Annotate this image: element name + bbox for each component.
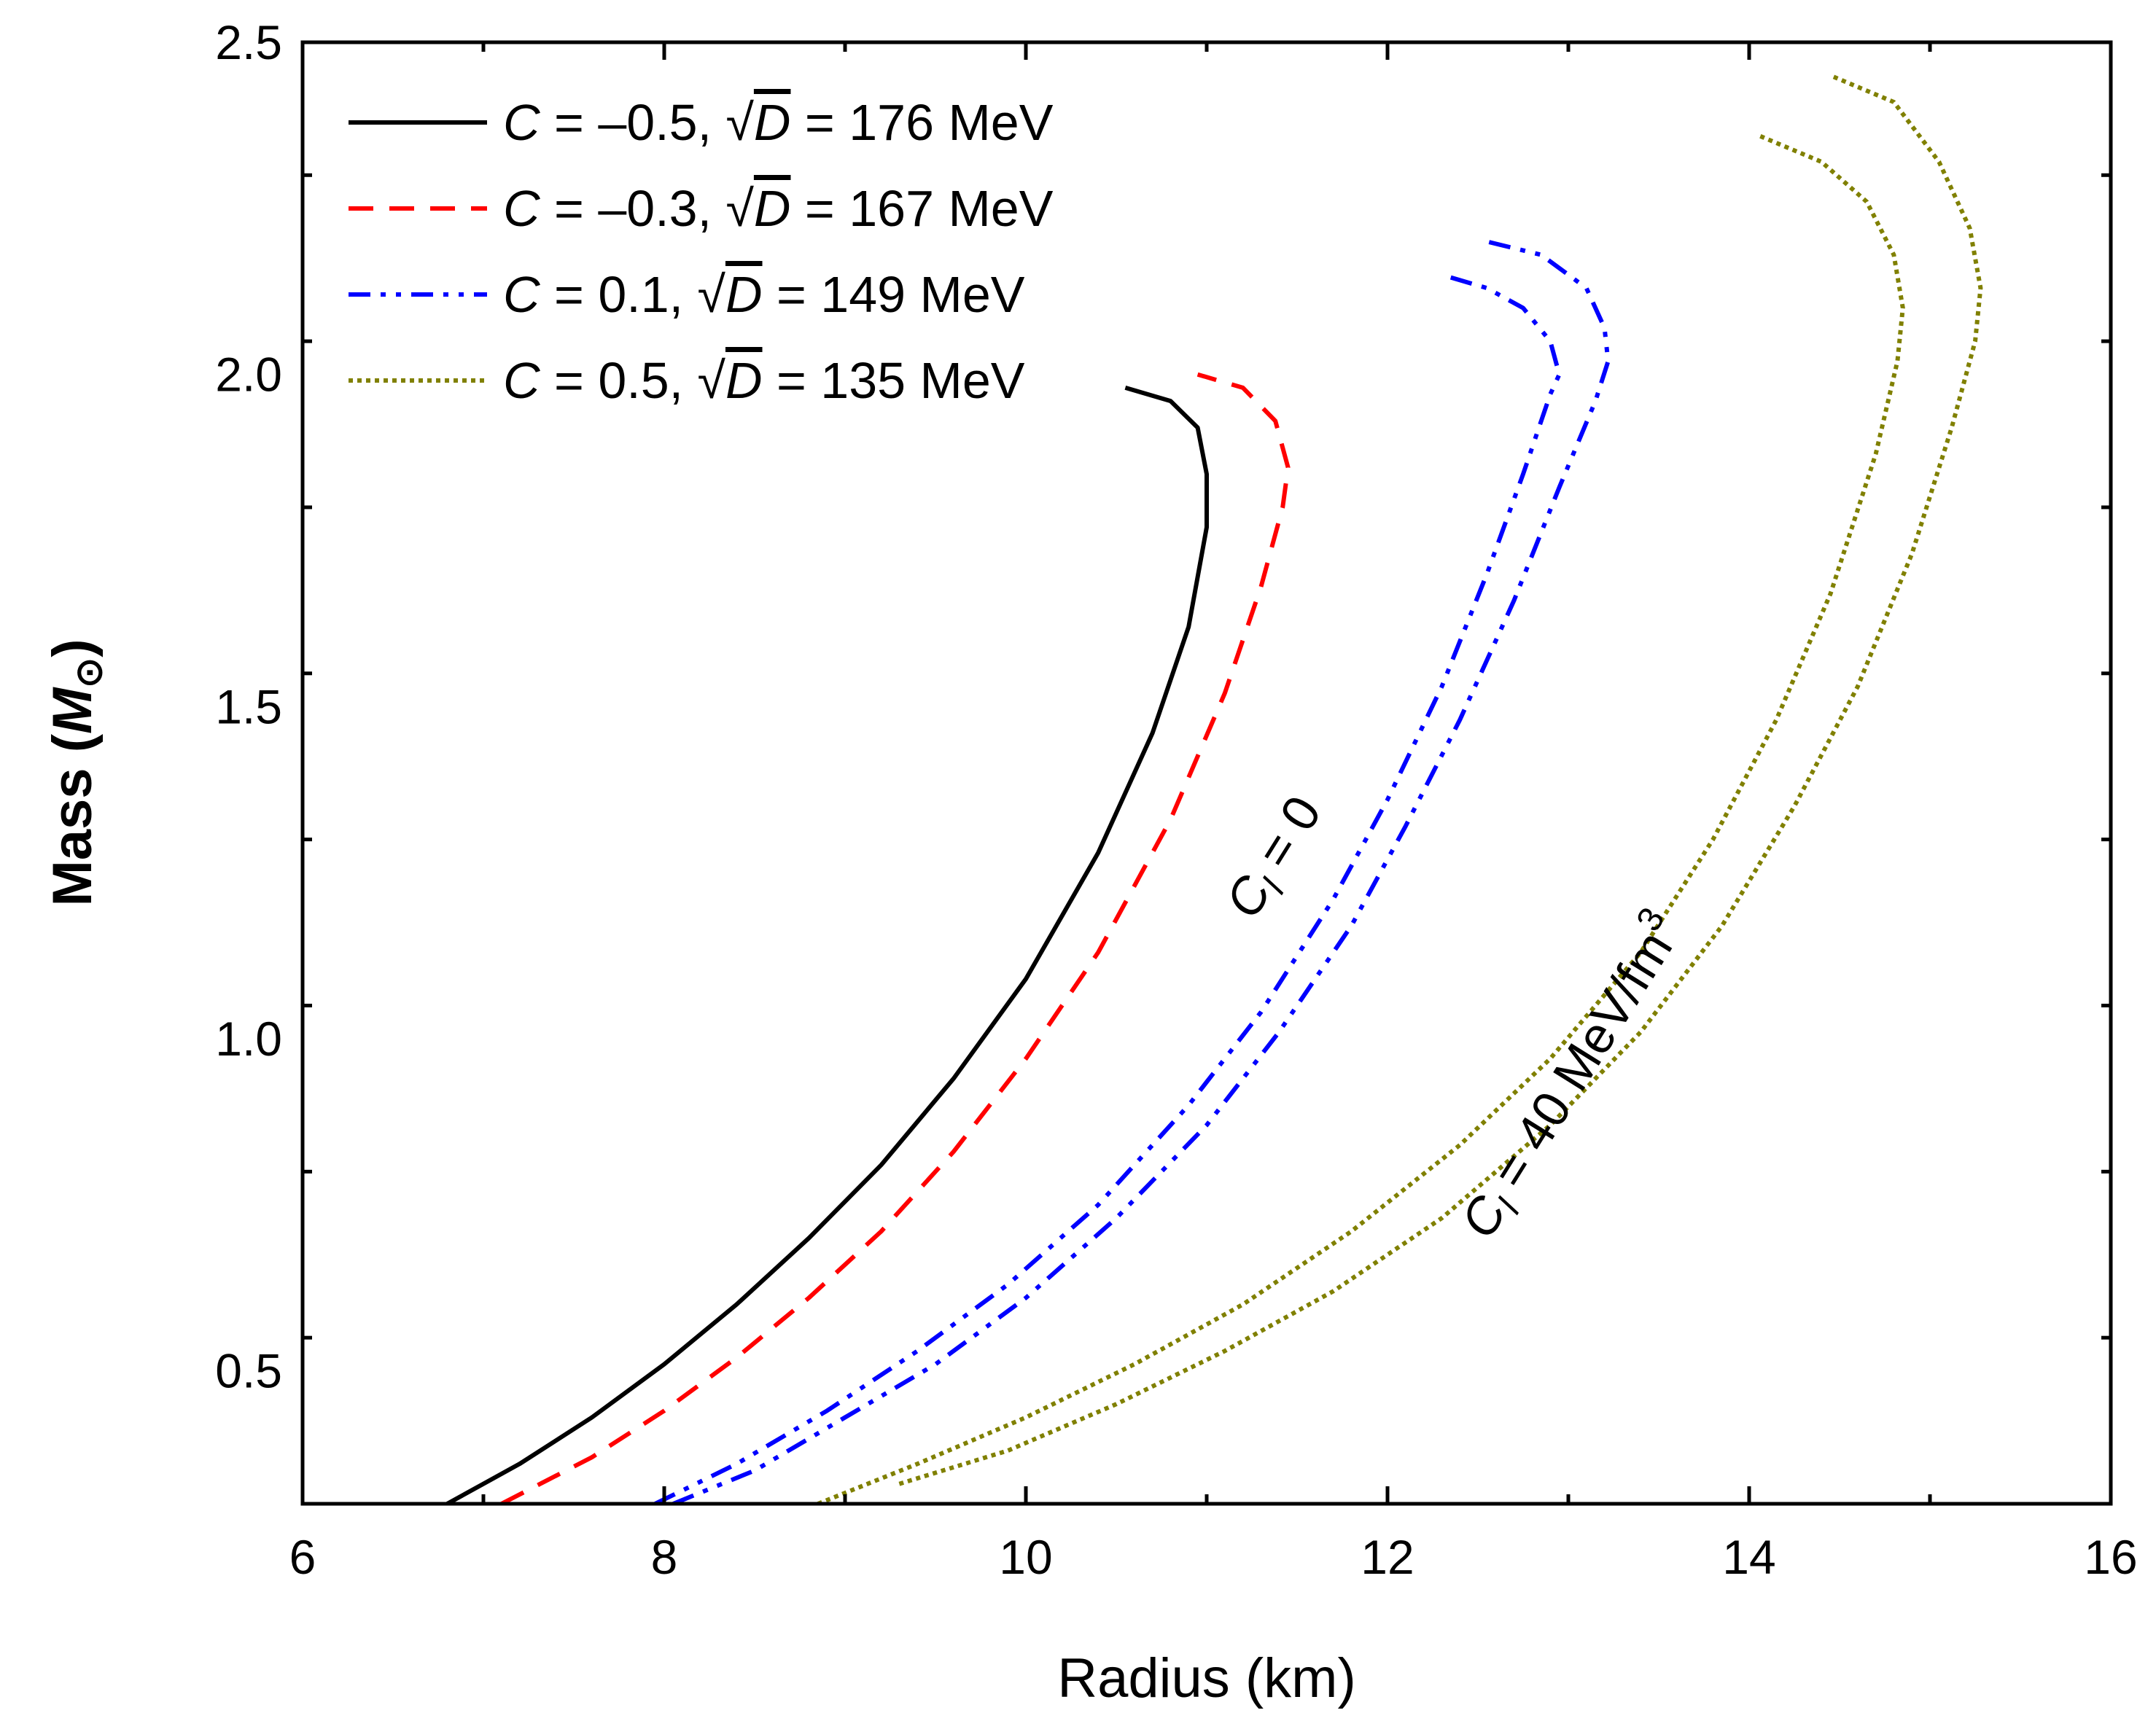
legend-var: C <box>503 180 540 237</box>
series-2-curve-0 <box>654 273 1562 1504</box>
y-axis-label-symbol: M <box>42 687 104 734</box>
x-tick-label: 10 <box>999 1530 1052 1584</box>
series-3-curve-1 <box>898 73 1983 1486</box>
x-tick-label: 12 <box>1361 1530 1414 1584</box>
legend-sqrt: √ <box>698 352 726 409</box>
curve-annotations: Cl = 0 Cl = 40 MeV/fm3 <box>1214 786 1700 1252</box>
x-tick-label: 16 <box>2084 1530 2137 1584</box>
legend-value: = –0.3, <box>540 180 726 237</box>
x-axis-label: Radius (km) <box>1057 1647 1356 1709</box>
series-1-curve-0 <box>500 372 1291 1504</box>
y-tick-label: 2.5 <box>215 15 282 69</box>
legend-label-0: C = –0.5, √D = 176 MeV <box>503 94 1054 151</box>
legend-label-2: C = 0.1, √D = 149 MeV <box>503 266 1025 323</box>
y-axis-label: Mass (M⊙) <box>42 639 109 906</box>
y-tick-label: 2.0 <box>215 348 282 402</box>
y-tick-label: 1.5 <box>215 679 282 733</box>
annotation-rest: = 0 <box>1238 786 1332 889</box>
y-tick-label: 1.0 <box>215 1012 282 1066</box>
y-axis-label-subscript: ⊙ <box>69 657 109 688</box>
legend-label-3: C = 0.5, √D = 135 MeV <box>503 352 1025 409</box>
y-axis-label-suffix: ) <box>42 639 104 657</box>
series-3-curve-0 <box>817 133 1905 1504</box>
legend-var: C <box>503 266 540 323</box>
plot-frame <box>300 40 2113 1506</box>
legend-sqrt: √ <box>725 94 754 151</box>
legend-param-value: = 135 MeV <box>763 352 1025 409</box>
legend-value: = 0.1, <box>540 266 698 323</box>
legend-value: = 0.5, <box>540 352 698 409</box>
legend-param: D <box>725 352 763 409</box>
legend-param-value: = 176 MeV <box>790 94 1053 151</box>
legend-param-value: = 149 MeV <box>763 266 1025 323</box>
legend-sqrt: √ <box>698 266 726 323</box>
legend-param: D <box>754 180 791 237</box>
annotation-rest: = 40 MeV/fm <box>1474 921 1684 1209</box>
legend-var: C <box>503 94 540 151</box>
plot-content <box>445 73 1983 1504</box>
legend-param: D <box>754 94 791 151</box>
y-tick-label: 0.5 <box>215 1344 282 1398</box>
legend-sqrt: √ <box>725 180 754 237</box>
annotation-0: Cl = 0 <box>1214 786 1338 931</box>
x-tick-label: 8 <box>651 1530 678 1584</box>
axis-ticks: 6 8 10 12 14 16 0.5 1.0 1.5 2.0 2.5 <box>215 15 2137 1584</box>
annotation-1: Cl = 40 MeV/fm3 <box>1444 901 1700 1252</box>
series-0-curve-0 <box>445 386 1209 1504</box>
x-tick-label: 6 <box>289 1530 316 1584</box>
legend-value: = –0.5, <box>540 94 726 151</box>
legend-param-value: = 167 MeV <box>790 180 1053 237</box>
legend-var: C <box>503 352 540 409</box>
series-2-curve-1 <box>672 239 1611 1504</box>
x-tick-label: 14 <box>1722 1530 1775 1584</box>
legend-param: D <box>725 266 763 323</box>
y-axis-label-prefix: Mass ( <box>42 733 104 906</box>
legend-label-1: C = –0.3, √D = 167 MeV <box>503 180 1054 237</box>
